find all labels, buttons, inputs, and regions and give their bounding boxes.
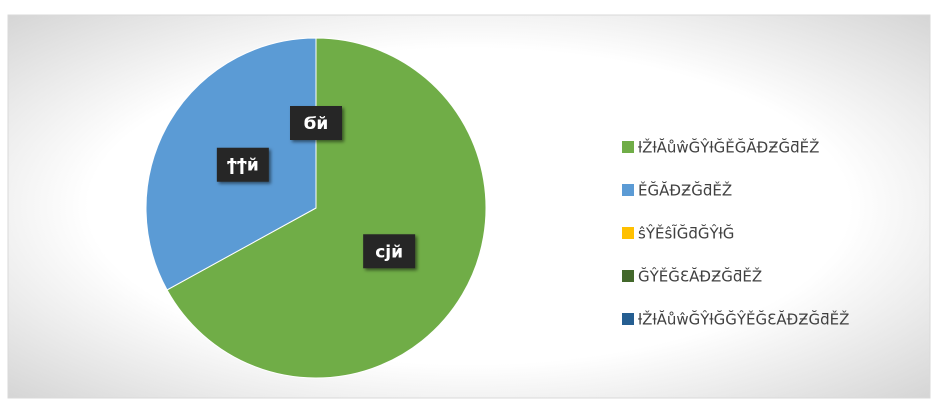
data-label-box [216, 147, 269, 182]
legend-swatch [622, 313, 634, 325]
legend-label: ĚĞĂĐƵĞƌĚŽ [638, 181, 732, 200]
data-label: ϯϯй [227, 156, 259, 176]
legend-swatch [622, 227, 634, 239]
data-label: ϲϳй [375, 242, 403, 262]
legend-label: ƚŽƚĂůŵĞŶƚĞĞŶĚĞƐĂĐƵĞƌĚŽ [638, 310, 849, 329]
legend-label: ŝŶĚŝĨĞƌĞŶƚĞ [638, 224, 734, 243]
data-label: Ϭй [304, 114, 329, 134]
data-label-box [363, 234, 416, 269]
legend-label: ĞŶĚĞƐĂĐƵĞƌĚŽ [638, 267, 762, 286]
legend-swatch [622, 141, 634, 153]
legend-swatch [622, 184, 634, 196]
legend-swatch [622, 270, 634, 282]
pie-slice [166, 37, 487, 379]
legend-label: ƚŽƚĂůŵĞŶƚĞĚĞĂĐƵĞƌĚŽ [638, 138, 819, 157]
data-label-box [290, 106, 342, 140]
